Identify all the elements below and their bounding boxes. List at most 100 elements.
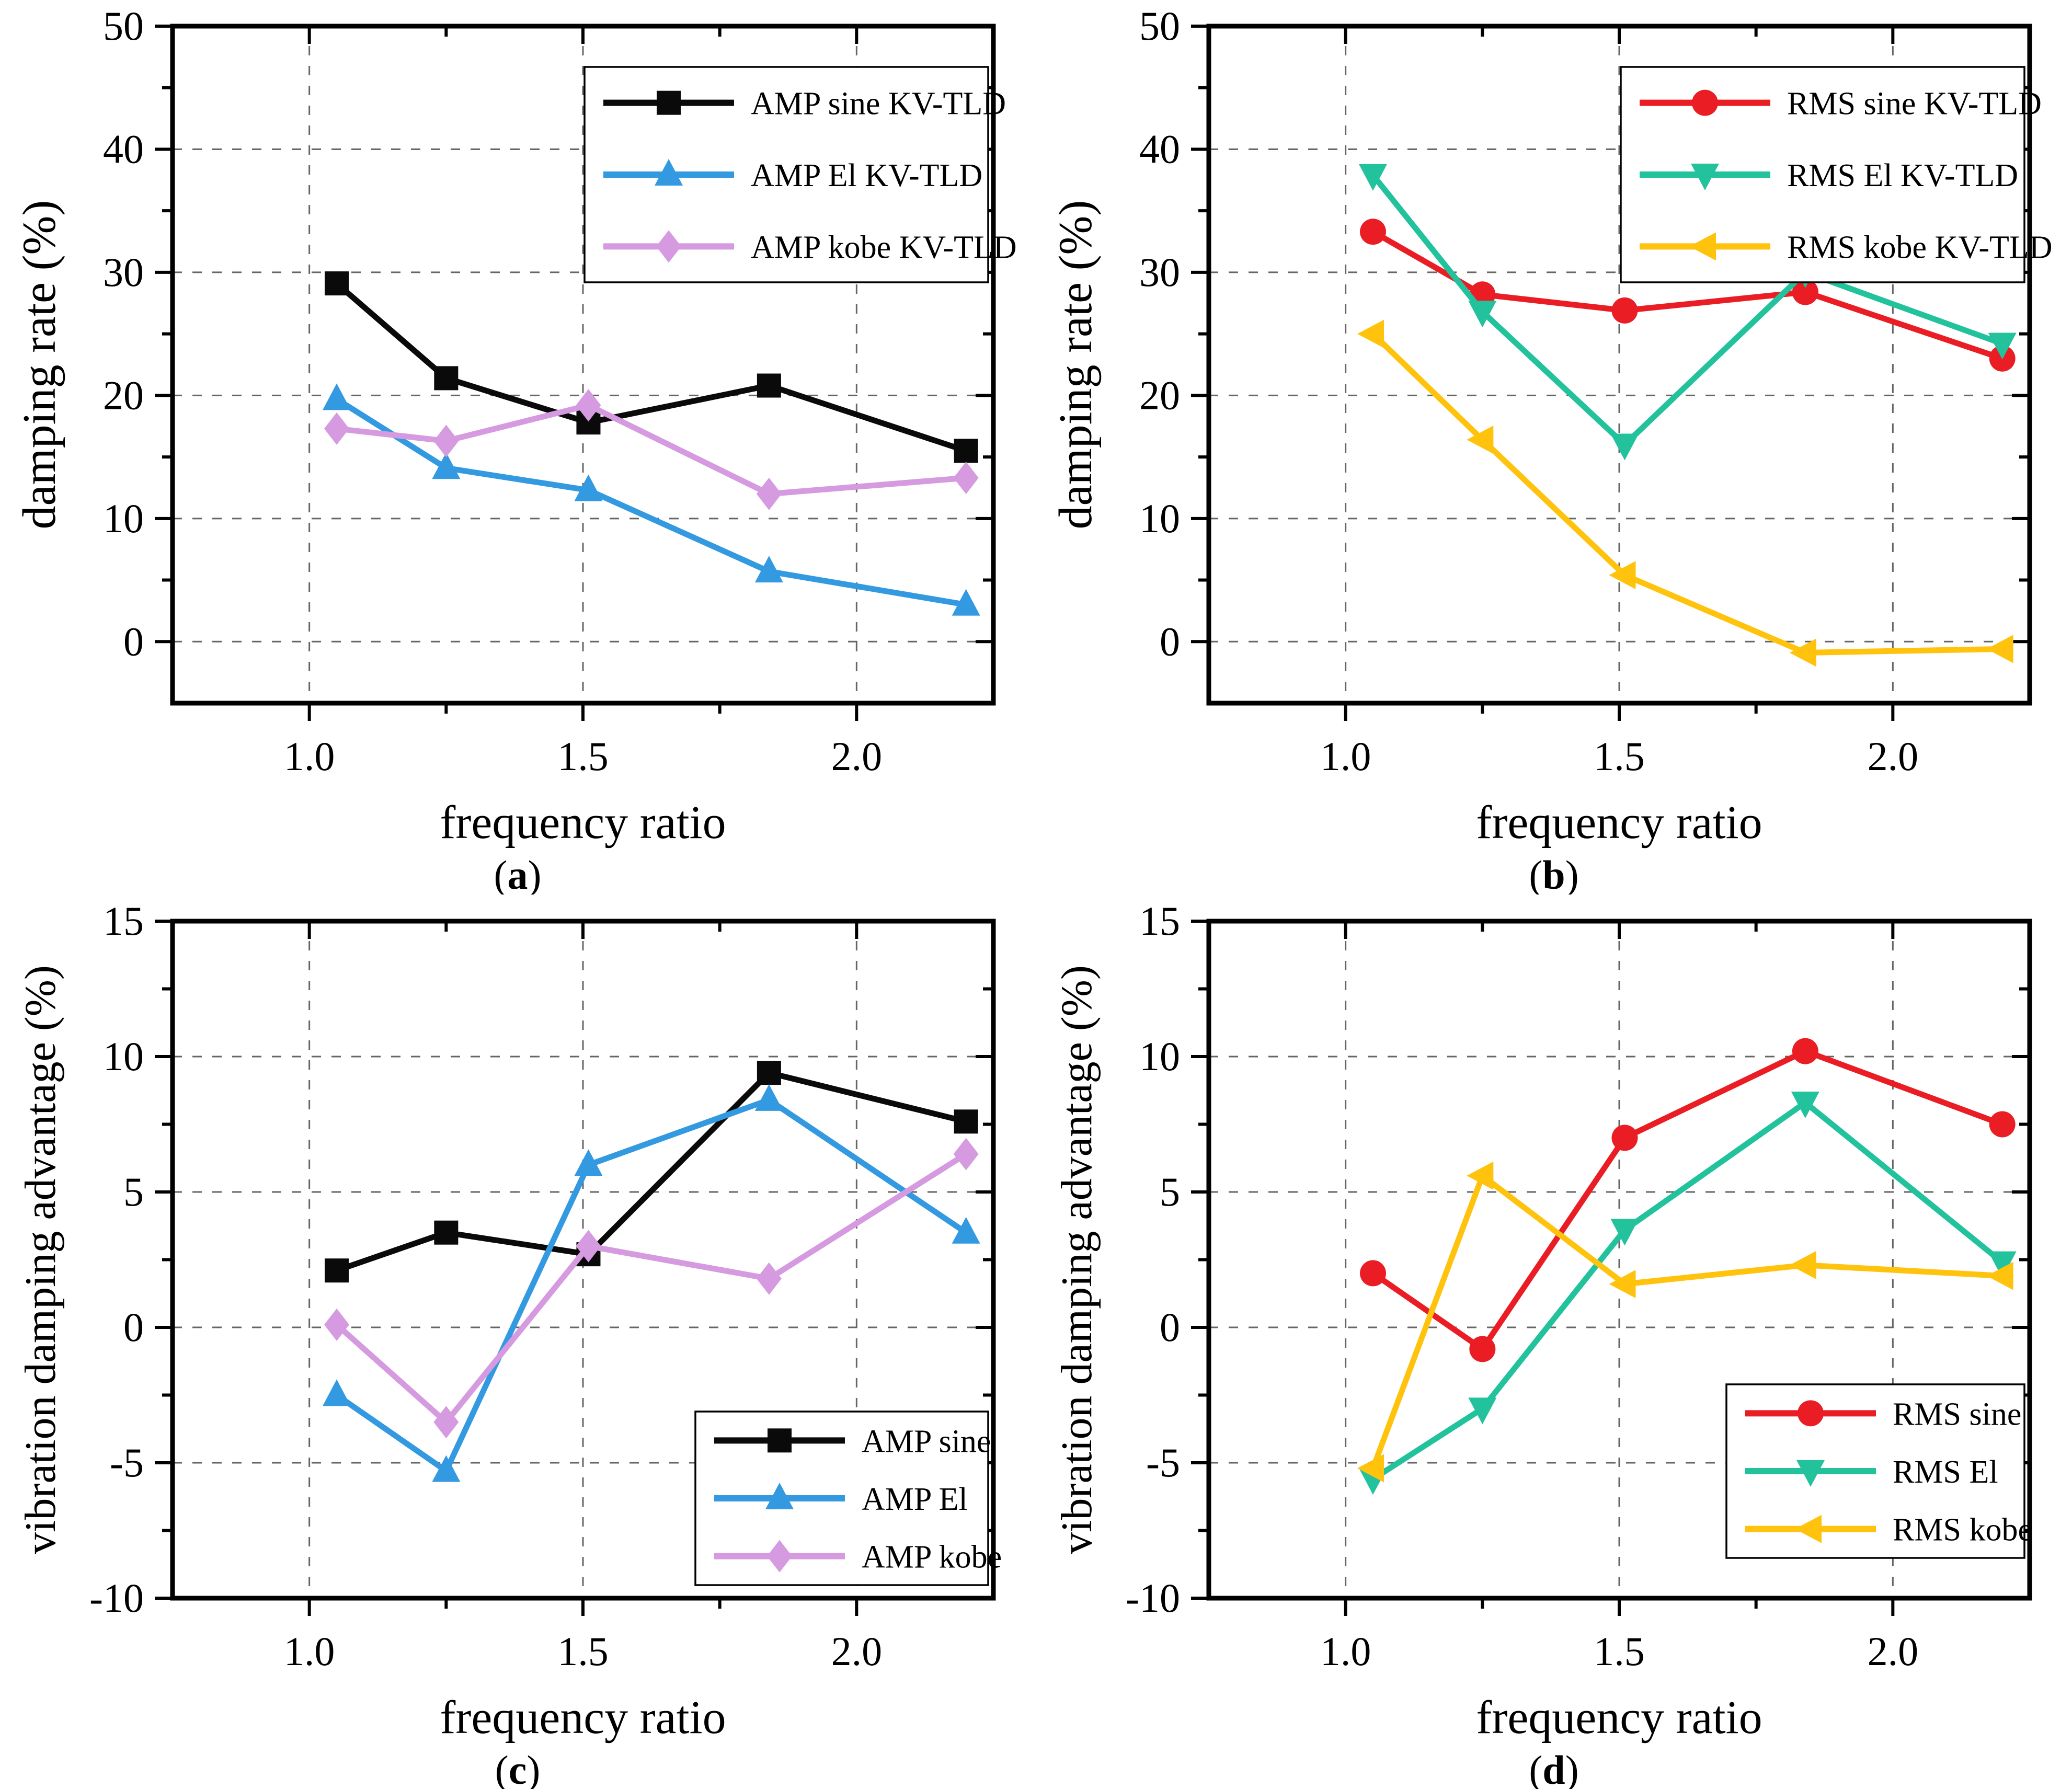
y-tick-label: 20 [1139,372,1180,418]
y-tick-label: -10 [89,1575,144,1621]
marker-circle [1792,279,1818,305]
marker-square [954,1109,978,1134]
marker-diamond [433,425,459,457]
y-tick-label: 0 [123,618,144,664]
x-axis-title: frequency ratio [440,797,726,848]
y-tick-label: 10 [1139,1034,1180,1079]
marker-triangle-down [1468,301,1497,328]
marker-diamond [656,230,681,263]
y-tick-label: -5 [110,1440,144,1485]
legend-label: RMS sine KV-TLD [1787,86,2042,122]
marker-triangle-up [432,1455,461,1482]
marker-triangle-left [1467,1161,1494,1190]
legend-label: AMP kobe KV-TLD [751,230,1017,265]
x-tick-label: 1.5 [1594,733,1645,779]
marker-diamond [767,1540,792,1573]
chart-d-svg: -10 -5 0 5 10 15 1.0 1.5 2.0 RMS sine RMS El RMS ko… [1052,898,2032,1789]
marker-circle [1360,219,1386,245]
marker-triangle-up [952,1217,980,1244]
marker-circle [1611,297,1638,324]
x-tick-label: 2.0 [1868,733,1919,779]
y-tick-label: 50 [1139,3,1180,49]
y-axis-title: damping rate (%) [1050,200,1102,530]
y-axis-title: vibration damping advantage (%) [16,965,65,1554]
panel-caption: (c) [495,1747,541,1789]
marker-square [434,1220,459,1245]
legend: RMS sine RMS El RMS kobe [1725,1383,2032,1559]
marker-square [954,439,978,463]
marker-triangle-up [323,1379,351,1406]
x-tick-label: 1.5 [557,733,609,779]
marker-triangle-left [1609,561,1636,590]
series-markers-AMP-kobe [324,1138,979,1439]
marker-triangle-down [1988,332,2017,360]
chart-c-svg: -10 -5 0 5 10 15 1.0 1.5 2.0 AMP sine AMP El AMP ko… [16,898,1002,1789]
marker-diamond [324,412,349,445]
y-tick-label: 30 [1139,249,1180,295]
marker-triangle-down [1359,164,1387,191]
marker-triangle-left [1986,635,2013,663]
marker-diamond [953,462,979,495]
legend-label: RMS kobe [1893,1512,2032,1548]
marker-triangle-down [1796,1460,1825,1487]
legend-label: RMS El KV-TLD [1787,158,2018,193]
marker-circle [1798,1400,1824,1427]
marker-triangle-down [1988,1251,2017,1278]
panel-a: 0 10 20 30 40 50 1.0 1.5 2.0 AMP sine KV-TLD AMP E… [0,0,1036,898]
marker-triangle-left [1986,1262,2013,1290]
y-tick-label: -5 [1146,1440,1180,1485]
legend: AMP sine KV-TLD AMP El KV-TLD AMP kobe KV-… [583,66,1017,283]
marker-triangle-up [574,474,603,501]
marker-triangle-up [765,1483,794,1509]
series-markers-AMP-sine-KV-TLD [325,271,978,463]
marker-triangle-left [1789,1251,1816,1279]
marker-triangle-up [754,556,783,583]
legend: AMP sine AMP El AMP kobe [694,1410,1002,1586]
marker-triangle-down [1691,164,1719,190]
chart-a-svg: 0 10 20 30 40 50 1.0 1.5 2.0 AMP sine KV-TLD AMP E… [14,3,1017,898]
y-tick-label: 10 [103,496,144,541]
marker-triangle-left [1795,1515,1822,1543]
x-tick-label: 2.0 [831,1629,883,1674]
marker-diamond [576,389,601,422]
series-markers-RMS-kobe-KV-TLD [1357,319,2013,667]
marker-circle [1792,1038,1818,1064]
marker-circle [1611,1125,1638,1151]
marker-triangle-down [1468,1397,1497,1425]
y-tick-label: 40 [103,126,144,171]
marker-diamond [433,1406,459,1439]
marker-circle [1360,1260,1386,1287]
panel-caption: (b) [1529,852,1578,894]
chart-b-svg: 0 10 20 30 40 50 1.0 1.5 2.0 RMS sine KV-TLD RMS E… [1050,3,2053,898]
marker-diamond [756,1262,782,1295]
marker-square [757,373,781,398]
marker-diamond [324,1308,349,1341]
axis-ticks [155,920,993,1616]
marker-diamond [953,1138,979,1171]
y-tick-label: 5 [123,1169,144,1214]
y-tick-label: 40 [1139,126,1180,171]
x-axis-title: frequency ratio [1476,1692,1762,1744]
x-tick-label: 1.0 [1320,733,1371,779]
x-tick-label: 1.0 [1320,1629,1371,1674]
x-axis-title: frequency ratio [440,1692,726,1744]
y-tick-label: 20 [103,372,144,418]
marker-triangle-up [655,159,683,186]
marker-square [768,1428,792,1453]
y-tick-label: 10 [103,1034,144,1079]
marker-square [325,271,349,296]
marker-square [325,1258,349,1283]
marker-triangle-left [1467,426,1494,454]
y-tick-label: 50 [103,3,144,49]
series-markers-RMS-sine [1360,1038,2016,1362]
marker-circle [1989,1111,2016,1138]
series-markers-AMP-El-KV-TLD [323,383,980,616]
marker-diamond [576,1230,601,1263]
panel-b: 0 10 20 30 40 50 1.0 1.5 2.0 RMS sine KV-TLD RMS E… [1036,0,2072,898]
marker-square [757,1061,781,1085]
series-line-RMS-sine [1370,1048,2006,1352]
y-tick-label: 10 [1139,496,1180,541]
series-markers-AMP-kobe-KV-TLD [324,389,979,510]
x-tick-label: 1.0 [284,733,335,779]
marker-triangle-up [574,1149,603,1176]
